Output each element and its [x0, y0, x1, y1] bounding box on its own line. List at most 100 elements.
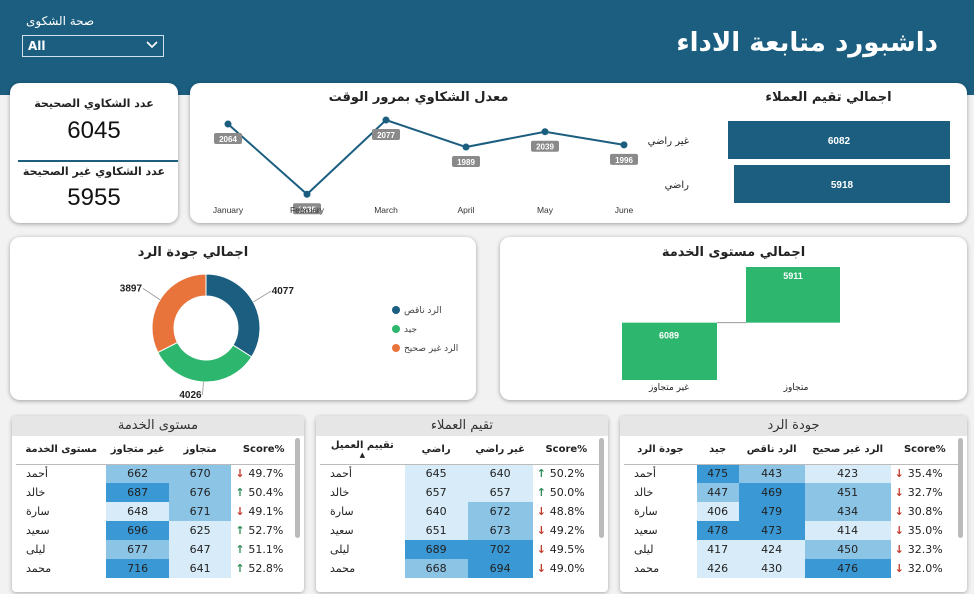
row-name-cell: سعيد [26, 524, 50, 537]
row-name-cell: أحمد [26, 467, 48, 481]
table-row[interactable]: خالد 687 676 ↑ 50.4% [16, 483, 296, 502]
table-row[interactable]: ليلى 677 647 ↑ 51.1% [16, 540, 296, 559]
sort-ascending-icon[interactable]: ▲ [359, 451, 366, 460]
value-cell: 673 [467, 521, 533, 540]
table-row[interactable]: ليلى 417 424 450 ↓ 32.3% [624, 540, 959, 559]
column-header[interactable]: جيد [696, 436, 739, 465]
table-row[interactable]: سارة 406 479 434 ↓ 30.8% [624, 502, 959, 521]
arrow-down-icon: ↓ [894, 467, 908, 481]
filter-selected-value: All [28, 39, 46, 53]
value-cell: 434 [804, 502, 891, 521]
column-header[interactable]: الرد غير صحيح [804, 436, 891, 465]
hbar-category-label: غير راضي [648, 136, 689, 147]
arrow-up-icon: ↑ [235, 486, 249, 499]
column-header[interactable]: غير راضي [467, 436, 533, 465]
table-row[interactable]: محمد 716 641 ↑ 52.8% [16, 559, 296, 578]
arrow-down-icon: ↓ [894, 562, 908, 575]
row-name-cell: أحمد [330, 467, 352, 481]
score-value: 52.8% [248, 562, 284, 575]
row-name-cell: ليلى [634, 543, 654, 556]
column-header[interactable]: Score% [231, 436, 296, 465]
customers-table-title: تقيم العملاء [316, 416, 608, 436]
table-header-row: تقييم العميل ▲ راضي غير راضي Score% [320, 436, 600, 465]
score-cell: ↓ 48.8% [533, 502, 600, 521]
table-row[interactable]: أحمد 645 640 ↑ 50.2% [320, 464, 600, 483]
table-row[interactable]: محمد 668 694 ↓ 49.0% [320, 559, 600, 578]
column-header[interactable]: مستوى الخدمة [16, 436, 107, 465]
table-row[interactable]: ليلى 689 702 ↓ 49.5% [320, 540, 600, 559]
value-cell: 451 [804, 483, 891, 502]
line-data-label: 1996 [615, 156, 633, 165]
line-data-label-bg [293, 203, 321, 215]
line-data-label: 1835 [298, 205, 316, 214]
quality-table-scrollbar[interactable] [958, 438, 963, 538]
arrow-down-icon: ↓ [894, 524, 908, 537]
line-data-label-bg [452, 156, 480, 168]
header-bar: داشبورد متابعة الاداء صحة الشكوى All [0, 0, 974, 95]
column-header[interactable]: متجاوز [168, 436, 232, 465]
waterfall-chart-title: اجمالي مستوى الخدمة [661, 245, 806, 260]
quality-table-title: جودة الرد [620, 416, 967, 436]
table-row[interactable]: أحمد 662 670 ↓ 49.7% [16, 464, 296, 483]
column-header[interactable]: راضي [404, 436, 468, 465]
table-row[interactable]: سعيد 696 625 ↑ 52.7% [16, 521, 296, 540]
x-tick-label: May [537, 205, 554, 215]
score-cell: ↓ 32.3% [891, 540, 959, 559]
table-row[interactable]: أحمد 475 443 423 ↓ 35.4% [624, 464, 959, 483]
hbar-data-label: 6082 [828, 136, 851, 147]
arrow-up-icon: ↑ [536, 486, 550, 499]
value-cell: 414 [804, 521, 891, 540]
donut-chart: 4077 4026 3897 الرد ناقص جيد الرد غير صحيح [120, 273, 458, 400]
value-cell: 702 [467, 540, 533, 559]
response-quality-card: اجمالي جودة الرد 4077 4026 3897 الرد ناقص جي… [10, 237, 476, 400]
column-header[interactable]: تقييم العميل ▲ [320, 436, 405, 465]
complaint-validity-dropdown[interactable]: All [22, 35, 164, 57]
incorrect-complaints-value: 5955 [67, 184, 121, 211]
value-cell: 426 [696, 559, 739, 578]
score-cell: ↑ 52.8% [231, 559, 296, 578]
x-tick-label: March [374, 205, 398, 215]
row-name-cell: أحمد [634, 467, 656, 481]
arrow-down-icon: ↓ [536, 562, 550, 575]
donut-slice [205, 273, 261, 358]
table-row[interactable]: سعيد 651 673 ↓ 49.2% [320, 521, 600, 540]
table-row[interactable]: محمد 426 430 476 ↓ 32.0% [624, 559, 959, 578]
hbar-category-label: راضي [665, 180, 690, 191]
value-cell: 641 [168, 559, 232, 578]
arrow-down-icon: ↓ [536, 505, 550, 518]
value-cell: 424 [738, 540, 805, 559]
value-cell: 716 [106, 559, 169, 578]
customers-table-scrollbar[interactable] [599, 438, 604, 538]
value-cell: 450 [804, 540, 891, 559]
service-table-scrollbar[interactable] [295, 438, 300, 538]
value-cell: 645 [404, 464, 468, 483]
score-cell: ↓ 35.0% [891, 521, 959, 540]
arrow-up-icon: ↑ [235, 524, 249, 537]
waterfall-data-label: 6089 [659, 331, 679, 341]
table-row[interactable]: خالد 447 469 451 ↓ 32.7% [624, 483, 959, 502]
score-cell: ↑ 51.1% [231, 540, 296, 559]
column-header[interactable]: غير متجاوز [106, 436, 169, 465]
table-row[interactable]: سارة 648 671 ↓ 49.1% [16, 502, 296, 521]
column-header[interactable]: Score% [532, 436, 600, 465]
kpi-divider [18, 160, 178, 162]
column-header[interactable]: الرد ناقص [738, 436, 805, 465]
column-header[interactable]: جودة الرد [624, 436, 697, 465]
value-cell: 651 [404, 521, 468, 540]
service-level-table: مستوى الخدمة غير متجاوز متجاوز Score% أحمد 66… [12, 436, 304, 578]
table-row[interactable]: خالد 657 657 ↑ 50.0% [320, 483, 600, 502]
table-row[interactable]: سعيد 478 473 414 ↓ 35.0% [624, 521, 959, 540]
response-quality-table: جودة الرد جيد الرد ناقص الرد غير صحيح Score%… [620, 436, 967, 578]
score-cell: ↑ 52.7% [231, 521, 296, 540]
line-point [462, 143, 470, 151]
score-value: 50.2% [549, 467, 585, 481]
x-tick-label: February [290, 205, 325, 215]
customers-table-grid: تقييم العميل ▲ راضي غير راضي Score% أحمد 645 64… [320, 436, 600, 578]
arrow-down-icon: ↓ [235, 505, 249, 518]
line-data-label: 2064 [219, 135, 237, 144]
score-value: 49.5% [549, 543, 585, 556]
table-row[interactable]: سارة 640 672 ↓ 48.8% [320, 502, 600, 521]
row-name-cell: محمد [26, 562, 52, 575]
column-header[interactable]: Score% [890, 436, 959, 465]
